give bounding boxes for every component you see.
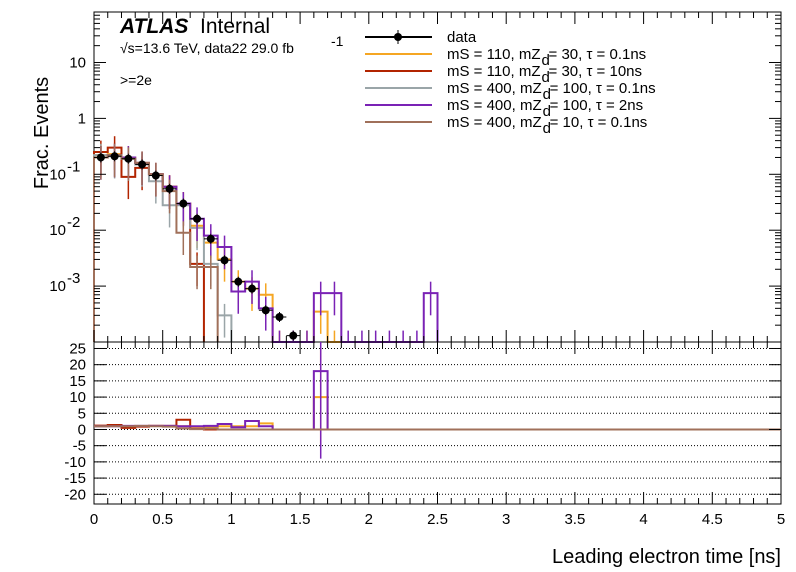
internal-label: Internal [200,15,270,38]
ratio-y-tick-label: -15 [64,470,86,487]
legend-label: mS = 400, mZ [447,80,542,97]
y-tick-exponent: -3 [67,270,80,287]
legend-label: mS = 110, mZ [447,46,541,63]
x-axis-title: Leading electron time [ns] [552,546,781,568]
x-tick-label: 1.5 [290,511,311,528]
x-tick-label: 0 [90,511,98,528]
ratio-y-tick-label: 20 [69,357,86,374]
ratio-y-tick-label: 10 [69,389,86,406]
legend-label-subscript: d [542,52,550,69]
data-point [138,160,147,169]
data-point [165,184,174,193]
ratio-y-tick-label: 0 [78,421,86,438]
ratio-plot-frame [93,341,782,505]
histogram-series [93,154,219,342]
y-axis-title: Frac. Events [31,77,53,189]
x-tick-label: 4 [639,511,647,528]
x-tick-label: 4.5 [702,511,723,528]
y-tick-label: 10 [49,222,66,239]
legend-label: mS = 400, mZ [447,97,542,114]
ratio-histogram-series [94,424,781,431]
legend-label: mS = 110, mZ [447,63,541,80]
y-tick-label: 1 [78,110,86,127]
data-point [179,199,188,208]
data-point [110,152,119,161]
x-tick-label: 0.5 [152,511,173,528]
data-point [289,331,298,340]
ratio-histograms [94,342,781,459]
legend-label-subscript: d [543,120,551,137]
ratio-histogram-series [94,370,781,431]
y-tick-exponent: -1 [67,158,80,175]
y-tick-label: 10 [69,54,86,71]
ratio-y-tick-label: -10 [64,454,86,471]
legend-label-rest: = 100, τ = 0.1ns [550,80,656,97]
x-tick-label: 2.5 [427,511,448,528]
data-point [248,284,257,293]
legend-label-subscript: d [543,86,551,103]
y-tick-label: 10 [49,278,66,295]
ratio-y-tick-label: -20 [64,486,86,503]
legend-label-subscript: d [542,69,550,86]
x-tick-label: 5 [777,511,785,528]
legend-label-rest: = 30, τ = 0.1ns [549,46,647,63]
legend-label: data [447,29,477,46]
data-point [96,153,105,162]
ratio-y-tick-label: -5 [73,438,86,455]
selection-label: >=2e [120,72,152,88]
x-tick-label: 3.5 [564,511,585,528]
x-tick-label: 3 [502,511,510,528]
data-point [206,234,215,243]
x-axis: 0 0.5 1 1.5 2 2.5 3 3.5 4 4.5 5 [90,342,785,528]
data-point [275,313,284,322]
legend-label-rest: = 100, τ = 2ns [550,97,644,114]
main-x-ticks [93,12,782,342]
x-tick-label: 2 [365,511,373,528]
legend-label-rest: = 10, τ = 0.1ns [550,114,648,131]
ratio-histogram-series [94,396,781,431]
data-point [193,214,202,223]
data-point [234,277,243,286]
data-point [124,154,133,163]
ratio-y-tick-label: 15 [69,373,86,390]
data-point [220,256,229,265]
data-point [151,171,160,180]
y-tick-label: 10 [49,166,66,183]
atlas-label: ATLAS [119,15,188,38]
energy-lumi-label: √s=13.6 TeV, data22 29.0 fb [120,40,294,56]
ratio-histogram-series [94,418,781,431]
legend-label: mS = 400, mZ [447,114,542,131]
legend-label-subscript: d [543,103,551,120]
x-tick-label: 1 [227,511,235,528]
data-point [261,306,270,315]
data-points [94,151,301,341]
ratio-y-tick-label: 25 [69,340,86,357]
legend-label-rest: = 30, τ = 10ns [549,63,643,80]
ratio-grid [94,347,781,495]
ratio-y-tick-label: 5 [78,405,86,422]
lumi-unit-superscript: -1 [331,33,344,49]
y-tick-exponent: -2 [67,214,80,231]
